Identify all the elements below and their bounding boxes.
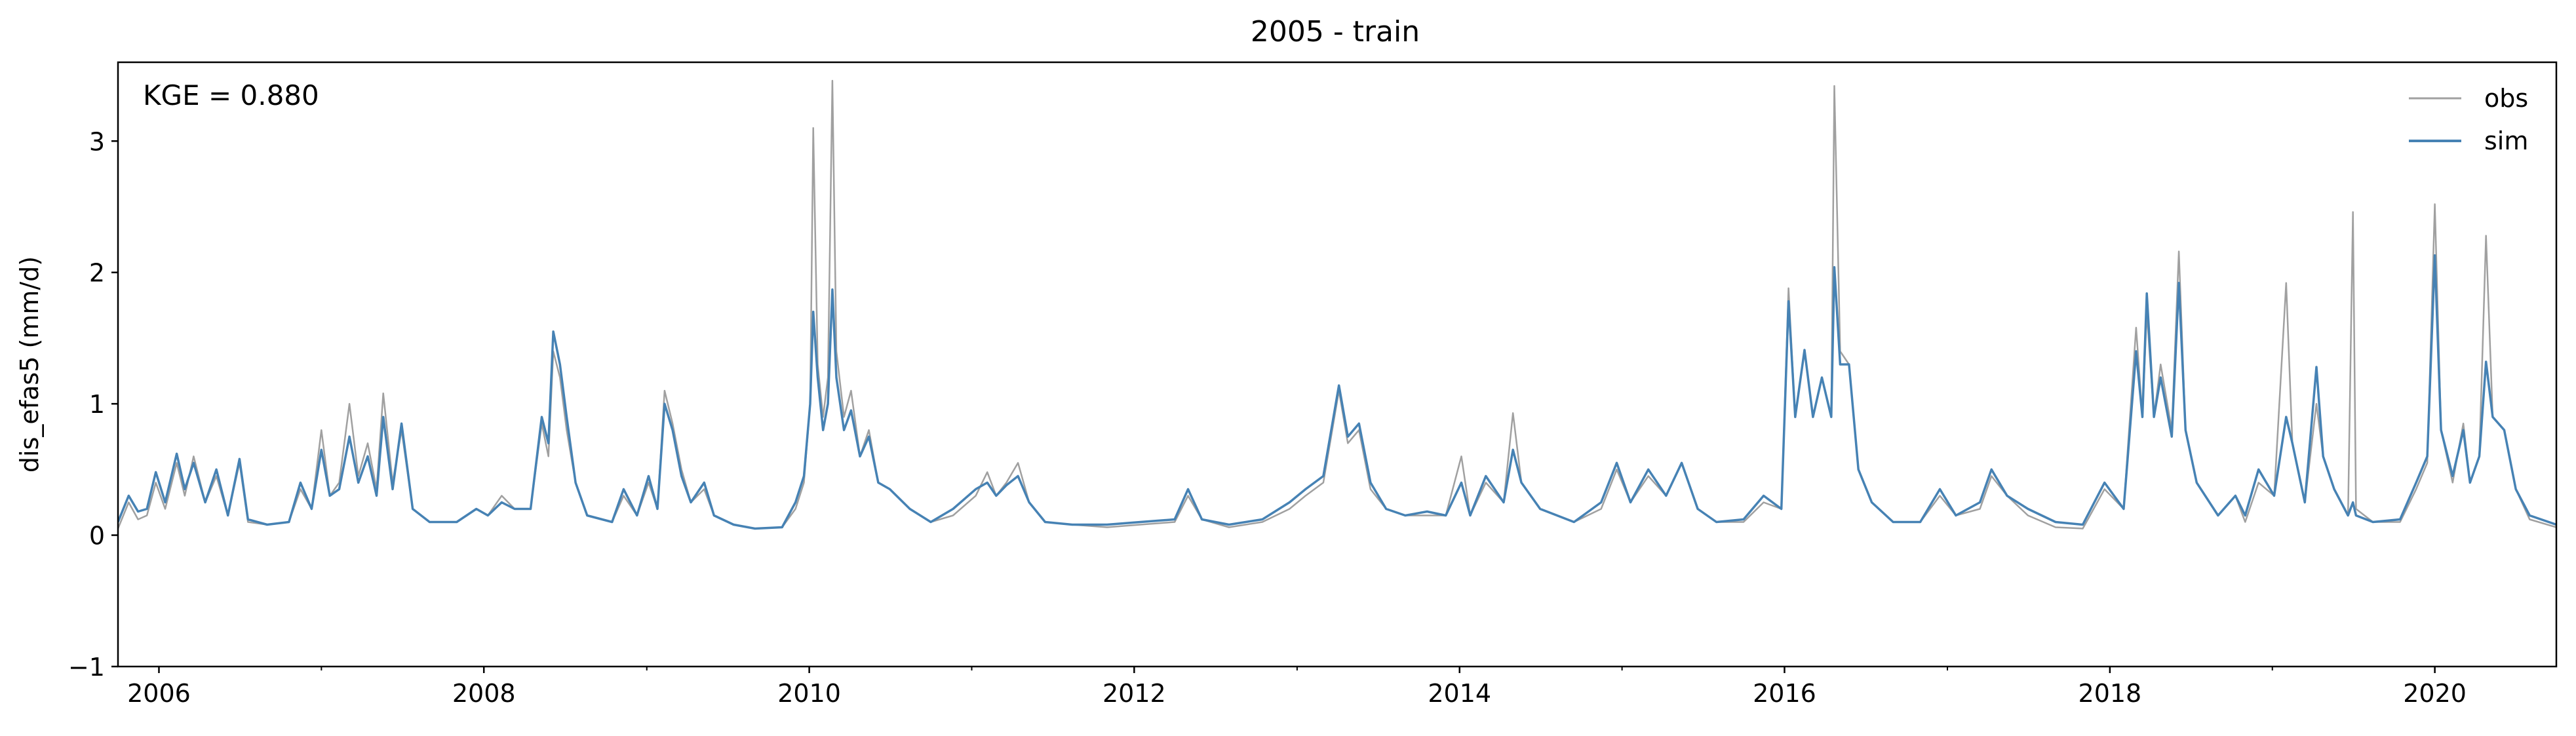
series-layer — [118, 79, 2556, 530]
legend-label-sim: sim — [2484, 126, 2528, 155]
x-tick-label: 2012 — [1103, 679, 1166, 708]
x-axis: 2006 2008 2010 2012 2014 2016 2018 2020 — [127, 667, 2467, 708]
x-tick-label: 2010 — [777, 679, 841, 708]
y-tick-label: 3 — [89, 127, 105, 156]
kge-annotation: KGE = 0.880 — [143, 79, 319, 111]
x-tick-label: 2020 — [2403, 679, 2467, 708]
y-tick-label: 1 — [89, 390, 105, 419]
legend: obs sim — [2409, 84, 2528, 155]
y-tick-label: 2 — [89, 259, 105, 288]
x-tick-label: 2014 — [1428, 679, 1491, 708]
y-tick-label: −1 — [68, 653, 105, 682]
y-tick-label: 0 — [89, 522, 105, 551]
plot-frame — [117, 61, 2558, 668]
x-tick-label: 2016 — [1753, 679, 1816, 708]
x-tick-label: 2008 — [452, 679, 516, 708]
chart-title: 2005 - train — [1251, 15, 1420, 48]
series-line-sim — [118, 254, 2556, 530]
plot-area — [118, 79, 2556, 530]
y-axis: −1 0 1 2 3 — [68, 127, 118, 682]
x-tick-label: 2006 — [127, 679, 191, 708]
x-tick-label: 2018 — [2078, 679, 2142, 708]
legend-label-obs: obs — [2484, 84, 2528, 113]
y-axis-label: dis_efas5 (mm/d) — [15, 256, 44, 473]
